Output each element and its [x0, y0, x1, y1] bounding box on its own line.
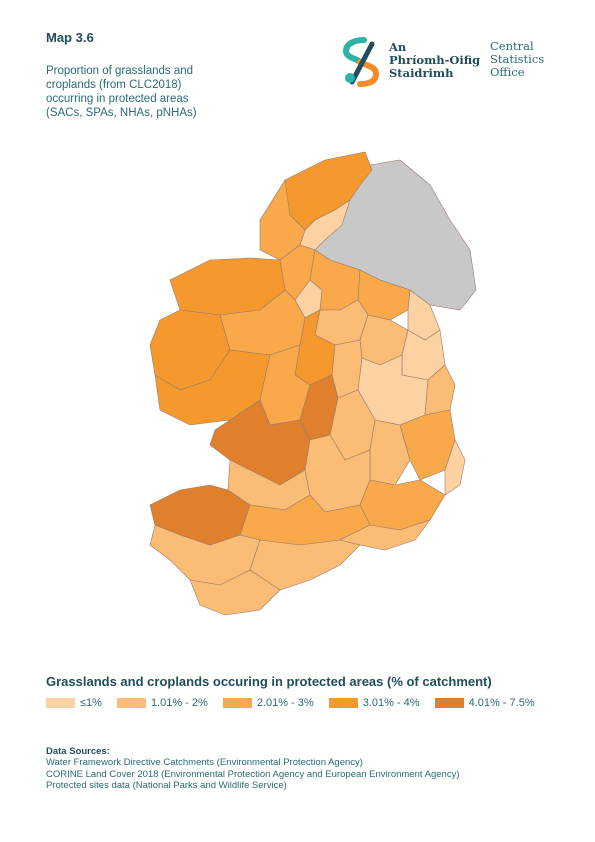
legend-label: 2.01% - 3% [256, 697, 314, 709]
map-legend: ≤1% 1.01% - 2% 2.01% - 3% 3.01% - 4% 4.0… [46, 697, 575, 709]
legend-label: 4.01% - 7.5% [468, 697, 535, 709]
cso-logo: An Phríomh-Oifig Staidrimh Central Stati… [338, 36, 568, 96]
legend-swatch [434, 698, 464, 708]
legend-swatch [46, 698, 75, 708]
legend-item: 1.01% - 2% [116, 697, 208, 709]
catchment-donegal-west [259, 179, 306, 261]
legend-swatch [328, 698, 358, 708]
legend-item: ≤1% [46, 697, 102, 709]
legend-swatch [116, 698, 146, 708]
map-label: Map 3.6 [46, 30, 94, 45]
legend-item: 3.01% - 4% [328, 697, 420, 709]
subtitle-line: Proportion of grasslands and [46, 65, 194, 77]
data-source-line: Water Framework Directive Catchments (En… [46, 757, 363, 768]
catchment-dublin [424, 364, 456, 416]
legend-label: ≤1% [80, 697, 102, 709]
data-sources-title: Data Sources: [46, 746, 110, 757]
legend-label: 1.01% - 2% [150, 697, 208, 709]
subtitle-line: croplands (from CLC2018) [46, 79, 182, 91]
legend-swatch [222, 698, 252, 708]
data-source-line: CORINE Land Cover 2018 (Environmental Pr… [46, 768, 460, 780]
legend-title: Grasslands and croplands occuring in pro… [46, 674, 492, 689]
map-subtitle: Proportion of grasslands and croplands (… [46, 64, 246, 120]
catchment-barrow [359, 479, 446, 531]
logo-english-text: Central Statistics Office [490, 39, 545, 79]
data-sources-list: Water Framework Directive Catchments (En… [46, 757, 459, 792]
catchment-cork-south-west [189, 569, 281, 616]
subtitle-line: occurring in protected areas [46, 93, 189, 105]
data-source-line: Protected sites data (National Parks and… [46, 780, 287, 791]
legend-label: 3.01% - 4% [362, 697, 420, 709]
ireland-catchment-map [149, 151, 477, 616]
logo-irish-text: An Phríomh-Oifig Staidrimh [389, 40, 481, 80]
catchment-wexford-east [444, 439, 466, 496]
legend-item: 4.01% - 7.5% [434, 697, 535, 709]
cso-logo-mark-icon [342, 37, 380, 87]
legend-item: 2.01% - 3% [222, 697, 314, 709]
catchment-inny [331, 339, 363, 399]
subtitle-line: (SACs, SPAs, NHAs, pNHAs) [46, 107, 197, 119]
